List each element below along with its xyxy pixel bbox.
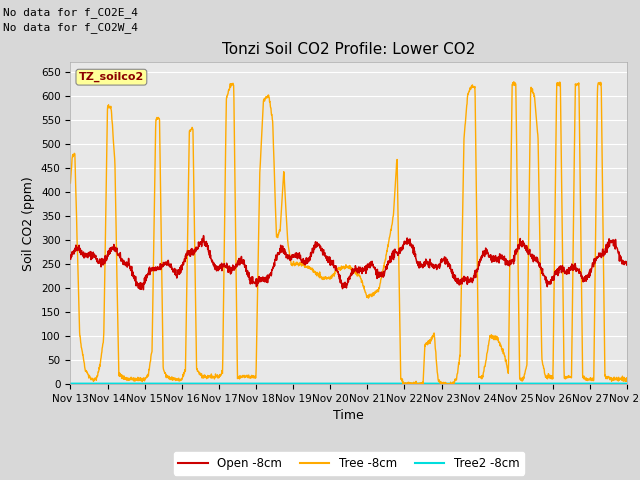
Title: Tonzi Soil CO2 Profile: Lower CO2: Tonzi Soil CO2 Profile: Lower CO2 bbox=[222, 42, 476, 57]
Text: No data for f_CO2W_4: No data for f_CO2W_4 bbox=[3, 22, 138, 33]
Legend: Open -8cm, Tree -8cm, Tree2 -8cm: Open -8cm, Tree -8cm, Tree2 -8cm bbox=[173, 452, 524, 475]
Text: No data for f_CO2E_4: No data for f_CO2E_4 bbox=[3, 7, 138, 18]
X-axis label: Time: Time bbox=[333, 409, 364, 422]
Y-axis label: Soil CO2 (ppm): Soil CO2 (ppm) bbox=[22, 176, 35, 271]
Text: TZ_soilco2: TZ_soilco2 bbox=[79, 72, 144, 82]
